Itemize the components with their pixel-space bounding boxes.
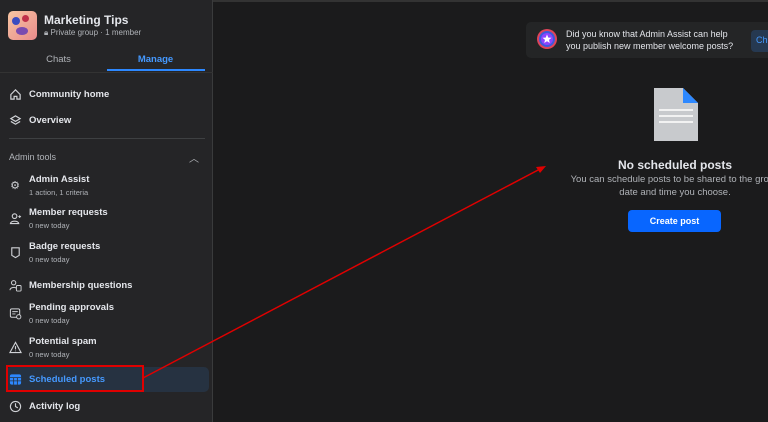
group-avatar[interactable] xyxy=(8,11,37,40)
active-tab-indicator xyxy=(107,69,205,71)
sidebar-item-scheduled-posts[interactable]: Scheduled posts xyxy=(6,367,209,392)
sidebar-item-badge-requests[interactable]: Badge requests 0 new today xyxy=(6,241,209,264)
sidebar-item-member-requests[interactable]: Member requests 0 new today xyxy=(6,207,209,230)
layers-icon xyxy=(8,113,22,127)
sidebar: Marketing Tips 🔒︎ Private group · 1 memb… xyxy=(0,0,213,422)
admin-assist-star-icon xyxy=(537,29,557,49)
lock-icon: 🔒︎ xyxy=(44,28,51,37)
sidebar-item-admin-assist[interactable]: ⚙ Admin Assist 1 action, 1 criteria xyxy=(6,174,209,197)
group-name[interactable]: Marketing Tips xyxy=(44,13,129,27)
admin-assist-banner: Did you know that Admin Assist can help y… xyxy=(526,22,768,58)
tab-manage[interactable]: Manage xyxy=(137,54,174,65)
group-meta: 🔒︎ Private group · 1 member xyxy=(44,28,142,37)
sidebar-item-pending-approvals[interactable]: Pending approvals 0 new today xyxy=(6,302,209,325)
empty-state-title: No scheduled posts xyxy=(617,158,733,172)
document-icon xyxy=(654,88,698,141)
badge-icon xyxy=(8,246,22,260)
banner-text: Did you know that Admin Assist can help y… xyxy=(566,29,734,51)
calendar-icon xyxy=(8,373,22,387)
chevron-up-icon[interactable]: ︿ xyxy=(189,154,199,165)
sidebar-item-potential-spam[interactable]: Potential spam 0 new today xyxy=(6,336,209,359)
create-post-button[interactable]: Create post xyxy=(628,210,721,232)
top-border xyxy=(0,0,768,2)
annotation-arrowhead xyxy=(536,166,546,173)
sidebar-item-membership-questions[interactable]: Membership questions xyxy=(6,278,209,292)
admin-tools-heading: Admin tools xyxy=(9,152,57,162)
tab-chats[interactable]: Chats xyxy=(46,54,71,65)
clock-icon xyxy=(8,399,22,413)
sidebar-item-activity-log[interactable]: Activity log xyxy=(6,399,209,413)
gear-icon: ⚙ xyxy=(10,180,20,192)
empty-state-description: You can schedule posts to be shared to t… xyxy=(570,174,768,198)
banner-button[interactable]: Ch xyxy=(751,30,768,52)
warning-icon xyxy=(8,341,22,355)
tab-divider xyxy=(0,72,213,73)
sidebar-item-overview[interactable]: Overview xyxy=(6,113,209,127)
divider xyxy=(9,138,205,139)
pending-icon xyxy=(8,307,22,321)
home-icon xyxy=(8,87,22,101)
question-person-icon xyxy=(8,278,22,292)
sidebar-item-community-home[interactable]: Community home xyxy=(6,87,209,101)
person-add-icon xyxy=(8,212,22,226)
